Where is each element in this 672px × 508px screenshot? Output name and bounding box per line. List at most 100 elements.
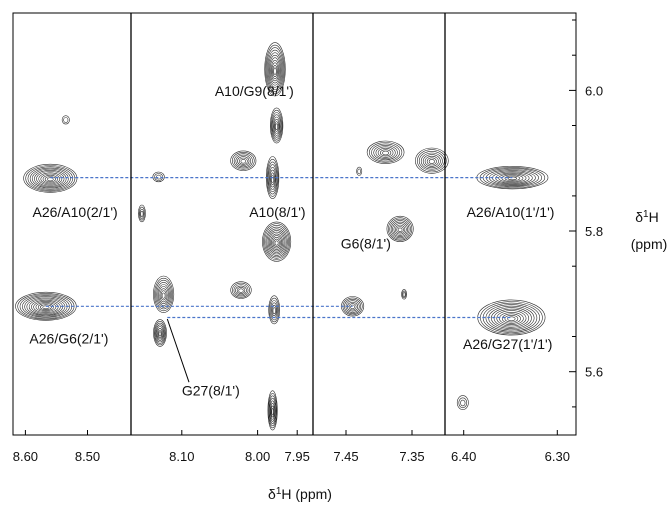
crosspeak-connection-lines — [45, 177, 513, 319]
contour-level — [236, 286, 246, 294]
contour-level — [498, 173, 527, 183]
contour-level — [23, 163, 78, 193]
contour-level — [270, 402, 275, 420]
x-tick-label: 7.95 — [285, 449, 310, 464]
contour-level — [22, 295, 70, 318]
contour-level — [426, 157, 437, 166]
contour-level — [485, 304, 538, 332]
contour-level — [269, 166, 277, 190]
contour-level — [140, 210, 144, 217]
contour-level — [371, 143, 401, 162]
contour-level — [154, 322, 166, 344]
y-tick-label: 5.8 — [585, 224, 603, 239]
contour-level — [267, 52, 282, 88]
contour-peak-p3 — [61, 115, 70, 125]
contour-level — [270, 300, 279, 321]
contour-level — [268, 393, 278, 429]
contour-level — [504, 175, 521, 182]
contour-peak-p5 — [153, 275, 175, 313]
peak-label: A26/A10(2/1') — [33, 204, 118, 220]
contour-peak-p8 — [230, 281, 252, 299]
contour-level — [395, 224, 406, 235]
contour-level — [61, 115, 70, 125]
x-tick-label: 7.45 — [333, 449, 358, 464]
x-axis-title: δ1H (ppm) — [268, 486, 332, 503]
contour-level — [268, 295, 281, 325]
x-tick-label: 7.35 — [399, 449, 424, 464]
contour-level — [382, 150, 389, 156]
contour-level — [493, 308, 530, 328]
contour-level — [262, 221, 292, 262]
contour-level — [458, 397, 468, 409]
contour-level — [344, 298, 362, 314]
contour-level — [377, 147, 394, 158]
contour-level — [240, 159, 247, 164]
plot-border — [12, 12, 577, 436]
contour-level — [480, 301, 543, 335]
contour-level — [268, 395, 277, 427]
contour-level — [420, 152, 443, 170]
contour-level — [155, 324, 165, 343]
contour-level — [29, 167, 71, 190]
contour-level — [35, 302, 57, 312]
contour-level — [501, 313, 521, 324]
contour-level — [25, 165, 76, 192]
contour-level — [230, 150, 257, 171]
contour-level — [232, 282, 251, 298]
contour-level — [366, 140, 405, 164]
contour-level — [273, 116, 281, 136]
contour-level — [264, 42, 286, 97]
contour-peak-p2 — [23, 163, 78, 193]
contour-level — [158, 286, 169, 305]
contour-level — [270, 109, 283, 142]
contour-peak-p22 — [456, 395, 469, 410]
contour-level — [272, 237, 281, 249]
contour-level — [274, 240, 279, 246]
contour-level — [44, 176, 56, 183]
contour-peak-p6 — [137, 204, 146, 223]
contour-level — [267, 230, 286, 255]
contour-level — [34, 170, 67, 188]
contour-level — [369, 142, 403, 163]
contour-peak-p12 — [262, 221, 292, 262]
contour-level — [40, 304, 52, 311]
contour-level — [357, 168, 362, 175]
contour-level — [31, 299, 61, 314]
contour-level — [504, 315, 519, 323]
contour-level — [272, 114, 281, 138]
x-tick-label: 8.60 — [13, 449, 38, 464]
contour-level — [270, 172, 275, 186]
contour-level — [389, 218, 411, 240]
contour-level — [36, 171, 65, 187]
contour-level — [271, 304, 277, 317]
contour-level — [269, 57, 281, 84]
contour-level — [397, 227, 403, 233]
contour-peak-p18 — [386, 215, 414, 242]
contour-level — [233, 284, 249, 297]
contour-level — [157, 284, 170, 306]
contour-peak-p1 — [15, 291, 77, 321]
contour-level — [63, 117, 69, 123]
y-tick-label: 5.6 — [585, 365, 603, 380]
contour-peak-p20 — [414, 147, 449, 174]
contour-level — [42, 174, 58, 184]
contour-level — [154, 277, 174, 312]
contour-level — [401, 290, 407, 299]
peak-labels: A26/G6(2/1') A26/A10(2/1') G27(8/1') A10(8/… — [29, 83, 554, 399]
contour-level — [396, 226, 404, 234]
contour-level — [235, 154, 252, 168]
contour-level — [390, 220, 410, 239]
contour-level — [137, 204, 146, 223]
contour-level — [152, 171, 165, 183]
contour-level — [233, 153, 253, 169]
contour-level — [159, 288, 168, 303]
contour-level — [507, 316, 516, 322]
x-axis-ticks: 8.60 8.50 8.10 8.00 7.95 7.45 7.35 6.40 6.30 — [13, 430, 570, 464]
contour-level — [37, 303, 54, 311]
contour-level — [153, 275, 175, 313]
contour-peak-p7 — [152, 171, 165, 183]
contour-level — [238, 157, 248, 165]
contour-level — [33, 300, 59, 313]
contour-level — [388, 217, 413, 241]
